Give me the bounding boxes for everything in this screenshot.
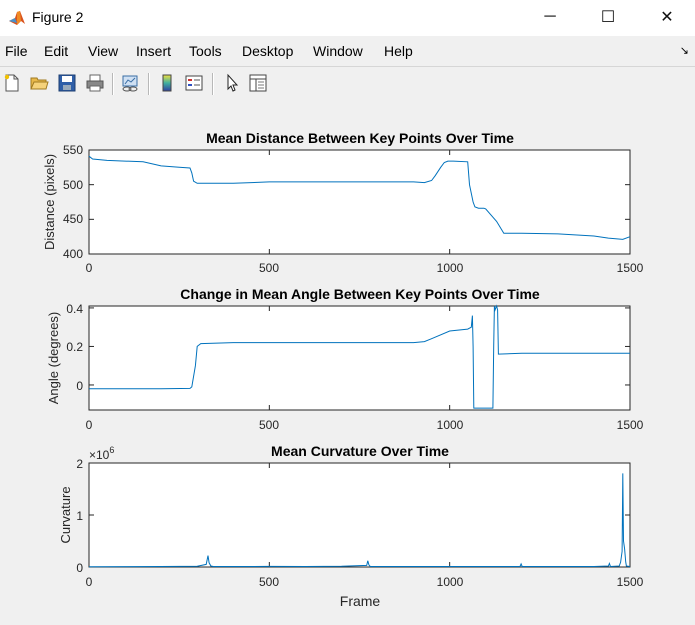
series-line	[88, 155, 631, 240]
series-line	[89, 304, 630, 409]
property-inspector-icon	[249, 74, 267, 92]
matlab-logo-icon	[9, 11, 25, 25]
y-tick-label: 500	[63, 178, 83, 192]
y-tick-label: 0.4	[66, 302, 83, 316]
legend-icon	[185, 75, 203, 91]
y-tick-label: 1	[76, 509, 83, 523]
axes-angle[interactable]: Change in Mean Angle Between Key Points …	[46, 286, 644, 432]
x-tick-label: 500	[259, 261, 279, 275]
x-tick-label: 500	[259, 418, 279, 432]
y-tick-label: 550	[63, 143, 83, 157]
insert-colorbar-button[interactable]	[155, 71, 179, 95]
x-axis-label: Frame	[340, 593, 381, 609]
y-exponent-power: 6	[109, 445, 114, 455]
open-file-button[interactable]	[27, 71, 51, 95]
toolbar-separator	[112, 73, 114, 95]
menu-edit[interactable]: Edit	[44, 43, 69, 59]
y-tick-label: 400	[63, 247, 83, 261]
window-title: Figure 2	[32, 9, 84, 25]
folder-icon	[30, 77, 49, 90]
y-tick-label: 450	[63, 212, 83, 226]
print-button[interactable]	[83, 71, 107, 95]
series-line	[88, 473, 631, 568]
x-tick-label: 1000	[437, 261, 464, 275]
figure-canvas: Mean Distance Between Key Points Over Ti…	[0, 100, 695, 625]
menu-window[interactable]: Window	[313, 43, 363, 59]
x-tick-label: 1500	[617, 575, 644, 589]
save-button[interactable]	[55, 71, 79, 95]
menu-insert[interactable]: Insert	[136, 43, 172, 59]
x-tick-label: 1000	[437, 575, 464, 589]
y-tick-label: 0.2	[66, 340, 83, 354]
edit-plot-button[interactable]	[220, 71, 244, 95]
y-tick-label: 0	[76, 379, 83, 393]
new-file-icon	[4, 74, 19, 92]
pointer-arrow-icon	[227, 73, 239, 92]
y-exponent-label: ×106	[89, 445, 114, 462]
y-tick-label: 0	[76, 561, 83, 575]
chart-title: Mean Distance Between Key Points Over Ti…	[206, 130, 514, 146]
new-figure-button[interactable]	[0, 71, 24, 95]
figure-toolbar	[0, 67, 695, 99]
y-tick-label: 2	[76, 457, 83, 471]
axes-box	[88, 462, 631, 568]
menu-view[interactable]: View	[88, 43, 119, 59]
x-tick-label: 1500	[617, 261, 644, 275]
x-tick-label: 1500	[617, 418, 644, 432]
window-titlebar: Figure 2 ─ ☐ ✕	[0, 0, 695, 36]
colorbar-icon	[162, 74, 172, 92]
property-inspector-button[interactable]	[246, 71, 270, 95]
menu-file[interactable]: File	[5, 43, 28, 59]
axes-curvature[interactable]: Mean Curvature Over Time ×106 Curvature …	[58, 443, 644, 609]
menu-help[interactable]: Help	[384, 43, 413, 59]
axes-distance[interactable]: Mean Distance Between Key Points Over Ti…	[42, 130, 644, 275]
menu-bar: File Edit View Insert Tools Desktop Wind…	[0, 40, 695, 64]
printer-icon	[86, 74, 104, 92]
x-tick-label: 0	[86, 418, 93, 432]
y-exponent-base: ×10	[89, 448, 110, 462]
menu-tools[interactable]: Tools	[189, 43, 222, 59]
toolbar-separator	[148, 73, 150, 95]
close-button[interactable]: ✕	[660, 9, 674, 26]
axes-box	[88, 305, 631, 411]
x-tick-label: 500	[259, 575, 279, 589]
y-axis-label: Angle (degrees)	[46, 312, 61, 405]
chart-title: Mean Curvature Over Time	[271, 443, 449, 459]
insert-legend-button[interactable]	[182, 71, 206, 95]
link-plot-icon	[122, 75, 138, 92]
y-axis-label: Distance (pixels)	[42, 154, 57, 250]
dock-arrow-icon[interactable]: ↘	[679, 45, 689, 57]
menu-desktop[interactable]: Desktop	[242, 43, 294, 59]
x-tick-label: 0	[86, 261, 93, 275]
link-plot-button[interactable]	[118, 71, 142, 95]
axes-box	[88, 149, 631, 255]
save-icon	[58, 74, 76, 92]
x-tick-label: 1000	[437, 418, 464, 432]
maximize-button[interactable]: ☐	[600, 9, 616, 26]
y-axis-label: Curvature	[58, 486, 73, 543]
x-tick-label: 0	[86, 575, 93, 589]
menu-divider	[0, 66, 695, 67]
minimize-button[interactable]: ─	[544, 8, 556, 25]
toolbar-separator	[212, 73, 214, 95]
chart-title: Change in Mean Angle Between Key Points …	[180, 286, 540, 302]
